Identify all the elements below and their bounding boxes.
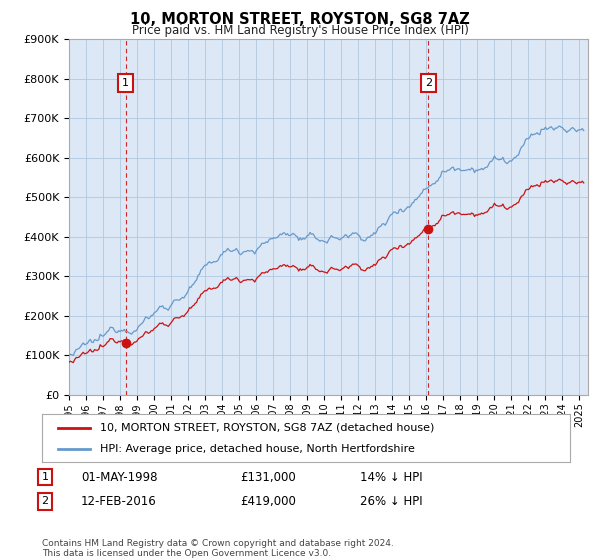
Text: £131,000: £131,000 bbox=[240, 470, 296, 484]
Text: 2: 2 bbox=[41, 496, 49, 506]
Text: Price paid vs. HM Land Registry's House Price Index (HPI): Price paid vs. HM Land Registry's House … bbox=[131, 24, 469, 37]
Text: HPI: Average price, detached house, North Hertfordshire: HPI: Average price, detached house, Nort… bbox=[100, 444, 415, 454]
Text: 1: 1 bbox=[122, 78, 129, 88]
Text: Contains HM Land Registry data © Crown copyright and database right 2024.
This d: Contains HM Land Registry data © Crown c… bbox=[42, 539, 394, 558]
Text: 2: 2 bbox=[425, 78, 432, 88]
Text: 01-MAY-1998: 01-MAY-1998 bbox=[81, 470, 157, 484]
Text: 10, MORTON STREET, ROYSTON, SG8 7AZ: 10, MORTON STREET, ROYSTON, SG8 7AZ bbox=[130, 12, 470, 27]
Text: 14% ↓ HPI: 14% ↓ HPI bbox=[360, 470, 422, 484]
Text: 12-FEB-2016: 12-FEB-2016 bbox=[81, 494, 157, 508]
Text: 10, MORTON STREET, ROYSTON, SG8 7AZ (detached house): 10, MORTON STREET, ROYSTON, SG8 7AZ (det… bbox=[100, 423, 434, 433]
Text: 1: 1 bbox=[41, 472, 49, 482]
Text: £419,000: £419,000 bbox=[240, 494, 296, 508]
Text: 26% ↓ HPI: 26% ↓ HPI bbox=[360, 494, 422, 508]
